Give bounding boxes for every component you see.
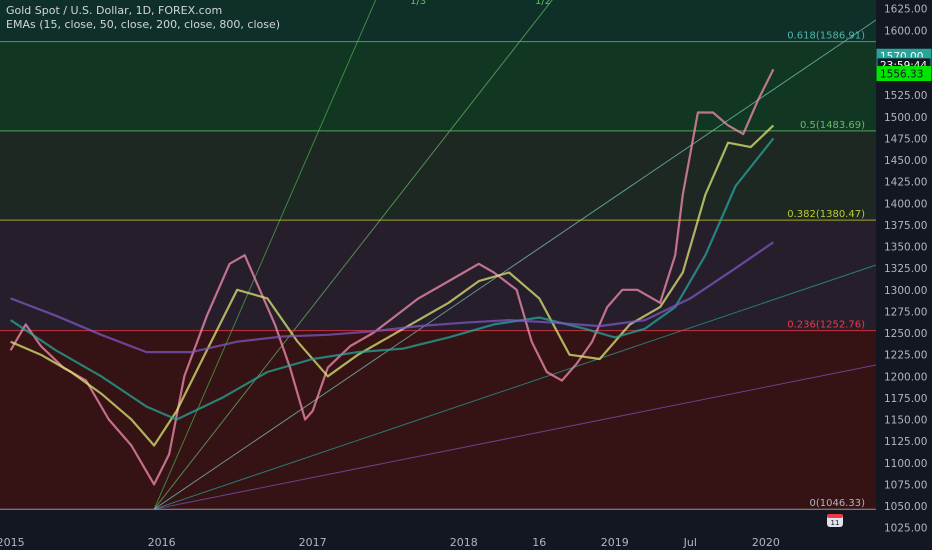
price-tick-label: 1450.00 bbox=[884, 155, 927, 167]
time-axis: 2015 2016 2017 2018 16 2019 Jul 2020 bbox=[0, 532, 932, 550]
fib-label: 0.382(1380.47) bbox=[787, 209, 865, 220]
fib-fill bbox=[0, 0, 876, 42]
price-tick-label: 1425.00 bbox=[884, 177, 927, 189]
price-tick-label: 1275.00 bbox=[884, 306, 927, 318]
price-tick-label: 1525.00 bbox=[884, 90, 927, 102]
price-axis: 1025.00 1050.00 1075.00 1100.00 1125.00 1150.… bbox=[876, 0, 932, 550]
fan-line bbox=[153, 19, 877, 510]
ema-800-line bbox=[10, 241, 775, 354]
price-tick-label: 1375.00 bbox=[884, 220, 927, 232]
price-tick-label: 1100.00 bbox=[884, 458, 927, 470]
fan-line bbox=[153, 364, 877, 510]
price-tick-label: 1175.00 bbox=[884, 393, 927, 405]
fib-label: 0.236(1252.76) bbox=[787, 320, 865, 331]
price-tick-label: 1625.00 bbox=[884, 4, 927, 16]
time-tick-label: 2018 bbox=[450, 536, 478, 549]
fib-label: 0(1046.33) bbox=[809, 498, 865, 509]
price-tick-label: 1050.00 bbox=[884, 501, 927, 513]
time-tick-label: 2020 bbox=[752, 536, 780, 549]
time-tick-label: Jul bbox=[683, 536, 697, 549]
fib-fill-below bbox=[0, 509, 876, 532]
price-tick-label: 1350.00 bbox=[884, 242, 927, 254]
price-tick-label: 1225.00 bbox=[884, 350, 927, 362]
time-tick-label: 2016 bbox=[148, 536, 176, 549]
price-tick-label: 1125.00 bbox=[884, 436, 927, 448]
price-tick-label: 1475.00 bbox=[884, 133, 927, 145]
indicator-legend[interactable]: EMAs (15, close, 50, close, 200, close, … bbox=[6, 18, 281, 31]
price-tick-label: 1500.00 bbox=[884, 112, 927, 124]
fib-label: 0.618(1586.91) bbox=[787, 31, 865, 42]
gann-fan-labels: 1/3 1/2 bbox=[410, 0, 551, 7]
price-tick-label: 1325.00 bbox=[884, 263, 927, 275]
time-tick-label: 2015 bbox=[0, 536, 25, 549]
ema-200-line bbox=[9, 137, 775, 421]
fib-fills bbox=[0, 0, 876, 532]
fib-label: 0.5(1483.69) bbox=[800, 120, 865, 131]
calendar-icon[interactable]: 11 bbox=[826, 512, 844, 528]
price-badge-label: 1556.33 bbox=[880, 69, 923, 81]
time-tick-label: 2017 bbox=[299, 536, 327, 549]
fan-line bbox=[153, 264, 877, 510]
symbol-title[interactable]: Gold Spot / U.S. Dollar, 1D, FOREX.com bbox=[6, 4, 223, 17]
gann-fan bbox=[153, 0, 877, 510]
fan-line bbox=[153, 0, 377, 510]
fan-label: 1/3 bbox=[410, 0, 426, 7]
price-tick-label: 1150.00 bbox=[884, 415, 927, 427]
time-tick-label: 16 bbox=[532, 536, 546, 549]
price-tick-label: 1200.00 bbox=[884, 371, 927, 383]
price-tick-label: 1025.00 bbox=[884, 523, 927, 535]
fib-fill bbox=[0, 41, 876, 131]
price-tick-label: 1075.00 bbox=[884, 479, 927, 491]
price-tick-label: 1300.00 bbox=[884, 285, 927, 297]
time-axis-bg bbox=[0, 532, 932, 550]
fib-fill bbox=[0, 330, 876, 510]
time-tick-label: 2019 bbox=[601, 536, 629, 549]
price-tick-label: 1250.00 bbox=[884, 328, 927, 340]
price-tick-label: 1400.00 bbox=[884, 198, 927, 210]
svg-text:11: 11 bbox=[831, 519, 840, 527]
fib-fill bbox=[0, 220, 876, 331]
price-tick-label: 1600.00 bbox=[884, 25, 927, 37]
ema-series bbox=[9, 68, 775, 486]
fan-label: 1/2 bbox=[535, 0, 551, 7]
fib-lines: 0(1046.33) 0.236(1252.76) 0.382(1380.47) 0.… bbox=[0, 31, 876, 510]
ema-15-line bbox=[9, 68, 775, 486]
fan-line bbox=[153, 0, 553, 510]
price-axis-bg bbox=[876, 0, 932, 550]
price-badge bbox=[876, 66, 932, 82]
